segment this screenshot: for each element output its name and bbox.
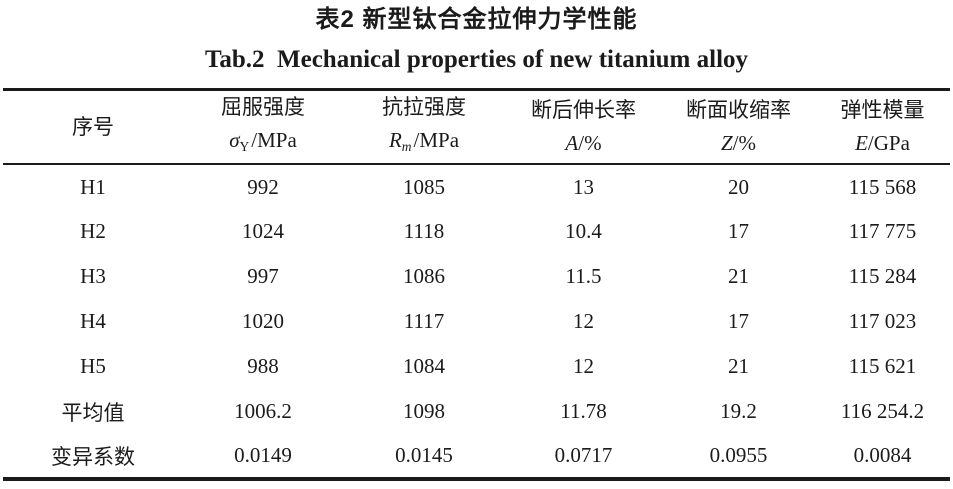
table-cell: 1086 bbox=[403, 264, 445, 288]
table-row: H4 1020 1117 12 17 117 023 bbox=[3, 299, 950, 344]
table-cell: 19.2 bbox=[720, 399, 757, 423]
col-header-cn-label: 断面收缩率 bbox=[686, 98, 791, 122]
table-cell: 21 bbox=[728, 354, 749, 378]
col-header-elastic-modulus: 弹性模量 E/GPa bbox=[815, 90, 950, 165]
table-cell: 17 bbox=[728, 309, 749, 333]
table-row: H3 997 1086 11.5 21 115 284 bbox=[3, 254, 950, 299]
table-cell: 1020 bbox=[242, 309, 284, 333]
unit-label: /GPa bbox=[867, 131, 910, 155]
col-header-elongation: 断后伸长率 A/% bbox=[505, 90, 662, 165]
table-cell: 0.0084 bbox=[853, 443, 912, 467]
symbol-subscript: m bbox=[401, 139, 412, 154]
table-cell: 0.0955 bbox=[709, 443, 768, 467]
col-header-cn-label: 抗拉强度 bbox=[382, 95, 466, 119]
row-label: H5 bbox=[80, 354, 106, 378]
col-header-cn-label: 断后伸长率 bbox=[531, 98, 636, 122]
col-header-symbol-line: A/% bbox=[505, 127, 662, 160]
table-cell: 115 621 bbox=[848, 354, 917, 378]
table-title-chinese: 表2 新型钛合金拉伸力学性能 bbox=[315, 6, 638, 33]
col-header-yield-strength: 屈服强度 σY/MPa bbox=[183, 90, 343, 165]
table-cell: 12 bbox=[573, 354, 594, 378]
table-cell: 1024 bbox=[242, 219, 284, 243]
table-row: H2 1024 1118 10.4 17 117 775 bbox=[3, 209, 950, 254]
table-cell: 13 bbox=[573, 174, 594, 199]
table-cell: 0.0145 bbox=[395, 443, 453, 467]
table-row: H1 992 1085 13 20 115 568 bbox=[3, 164, 950, 209]
row-label: 变异系数 bbox=[51, 444, 135, 469]
table-cell: 11.78 bbox=[560, 399, 607, 423]
table-cell: 116 254.2 bbox=[840, 399, 925, 423]
table-row: H5 988 1084 12 21 115 621 bbox=[3, 344, 950, 389]
table-cell: 0.0717 bbox=[554, 443, 613, 467]
col-header-symbol-line: Rm/MPa bbox=[343, 124, 505, 163]
unit-label: /MPa bbox=[413, 128, 460, 152]
symbol: Z bbox=[720, 131, 733, 155]
symbol: σ bbox=[229, 128, 240, 152]
row-label: H2 bbox=[80, 219, 106, 243]
table-cell: 115 568 bbox=[848, 174, 917, 199]
table-cell: 1084 bbox=[403, 354, 445, 378]
col-header-reduction-of-area: 断面收缩率 Z/% bbox=[662, 90, 815, 165]
symbol: A bbox=[565, 131, 579, 155]
table-cell: 11.5 bbox=[565, 264, 602, 288]
row-label: H4 bbox=[80, 309, 106, 333]
symbol: E bbox=[855, 131, 868, 155]
symbol: R bbox=[388, 128, 402, 152]
col-header-serial-label: 序号 bbox=[72, 114, 114, 139]
table-cell: 1117 bbox=[403, 309, 445, 333]
table-cell: 117 775 bbox=[848, 219, 917, 243]
table-cell: 997 bbox=[247, 264, 279, 288]
col-header-symbol-line: Z/% bbox=[662, 127, 815, 160]
table-cell: 10.4 bbox=[565, 219, 602, 243]
table-cell: 12 bbox=[573, 309, 594, 333]
col-header-symbol-line: E/GPa bbox=[815, 127, 950, 160]
table-cell: 1085 bbox=[403, 174, 445, 199]
col-header-cn-label: 屈服强度 bbox=[221, 95, 305, 119]
table-cell: 117 023 bbox=[848, 309, 917, 333]
table-cell: 115 284 bbox=[848, 264, 917, 288]
row-label: 平均值 bbox=[61, 400, 125, 425]
table-cell: 992 bbox=[247, 174, 279, 199]
table-row-average: 平均值 1006.2 1098 11.78 19.2 116 254.2 bbox=[3, 389, 950, 434]
col-header-cn-label: 弹性模量 bbox=[840, 98, 925, 122]
table-cell: 20 bbox=[728, 174, 749, 199]
col-header-serial: 序号 bbox=[3, 90, 183, 165]
table-cell: 21 bbox=[728, 264, 749, 288]
table-row-cv: 变异系数 0.0149 0.0145 0.0717 0.0955 0.0084 bbox=[3, 434, 950, 479]
table-cell: 1118 bbox=[403, 219, 445, 243]
table-cell: 1006.2 bbox=[234, 399, 292, 423]
row-label: H3 bbox=[80, 264, 106, 288]
unit-label: /MPa bbox=[251, 128, 297, 152]
table-title-english: Tab.2 Mechanical properties of new titan… bbox=[204, 46, 749, 73]
unit-label: /% bbox=[578, 131, 602, 155]
unit-label: /% bbox=[732, 131, 756, 155]
table-cell: 17 bbox=[728, 219, 749, 243]
row-label: H1 bbox=[80, 174, 106, 199]
col-header-symbol-line: σY/MPa bbox=[183, 124, 343, 163]
col-header-tensile-strength: 抗拉强度 Rm/MPa bbox=[343, 90, 505, 165]
table-cell: 988 bbox=[247, 354, 279, 378]
table-cell: 1098 bbox=[403, 399, 445, 423]
symbol-subscript: Y bbox=[239, 139, 250, 154]
table-cell: 0.0149 bbox=[234, 443, 292, 467]
mechanical-properties-table: 序号 屈服强度 σY/MPa 抗拉强度 Rm/MPa 断后伸长率 A/% 断面收… bbox=[3, 88, 950, 481]
header-row: 序号 屈服强度 σY/MPa 抗拉强度 Rm/MPa 断后伸长率 A/% 断面收… bbox=[3, 90, 950, 165]
